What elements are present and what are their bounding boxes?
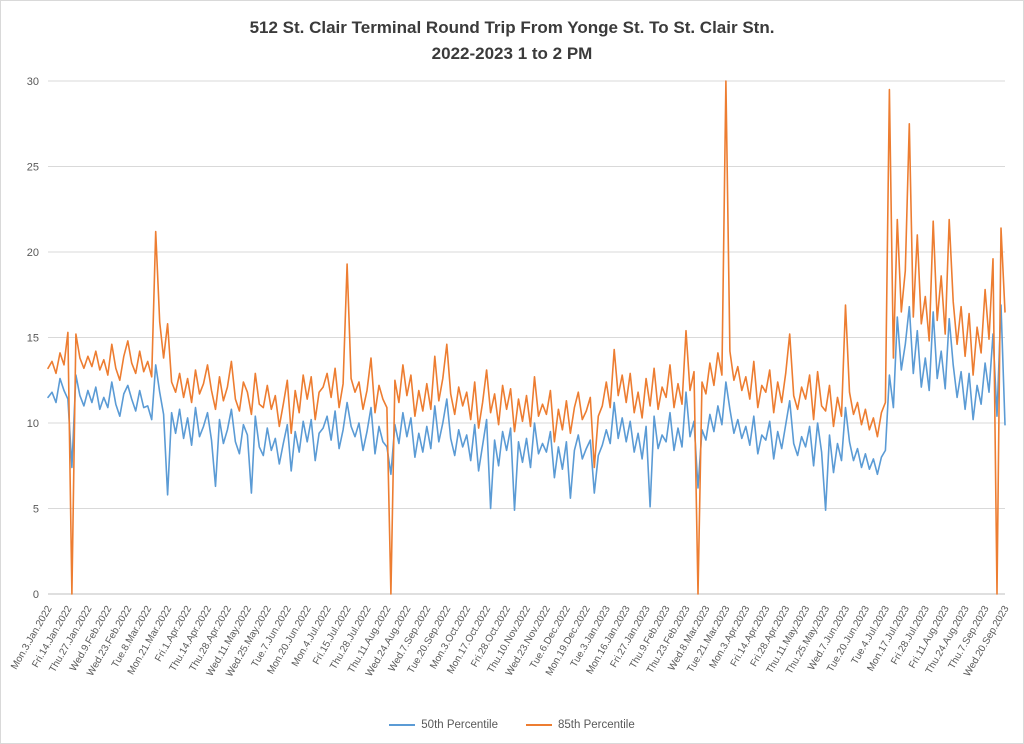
y-tick-label: 25 bbox=[27, 162, 39, 174]
y-tick-label: 15 bbox=[27, 333, 39, 345]
y-tick-label: 5 bbox=[33, 504, 39, 516]
chart-title: 512 St. Clair Terminal Round Trip From Y… bbox=[1, 15, 1023, 68]
legend-line-swatch-50th bbox=[389, 724, 416, 726]
legend-label-50th: 50th Percentile bbox=[421, 719, 498, 731]
legend: 50th Percentile 85th Percentile bbox=[1, 719, 1023, 731]
y-tick-label: 30 bbox=[27, 76, 39, 88]
y-tick-label: 0 bbox=[33, 589, 39, 601]
y-tick-label: 10 bbox=[27, 418, 39, 430]
legend-line-swatch-85th bbox=[526, 724, 552, 726]
series-line-50th-percentile bbox=[47, 304, 1006, 512]
legend-item-50th-percentile: 50th Percentile bbox=[389, 719, 498, 731]
legend-item-85th-percentile: 85th Percentile bbox=[526, 719, 635, 731]
series-line-85th-percentile bbox=[47, 80, 1006, 595]
chart-title-line1: 512 St. Clair Terminal Round Trip From Y… bbox=[249, 18, 775, 37]
legend-label-85th: 85th Percentile bbox=[558, 719, 635, 731]
y-tick-label: 20 bbox=[27, 247, 39, 259]
chart-title-line2: 2022-2023 1 to 2 PM bbox=[431, 44, 593, 64]
